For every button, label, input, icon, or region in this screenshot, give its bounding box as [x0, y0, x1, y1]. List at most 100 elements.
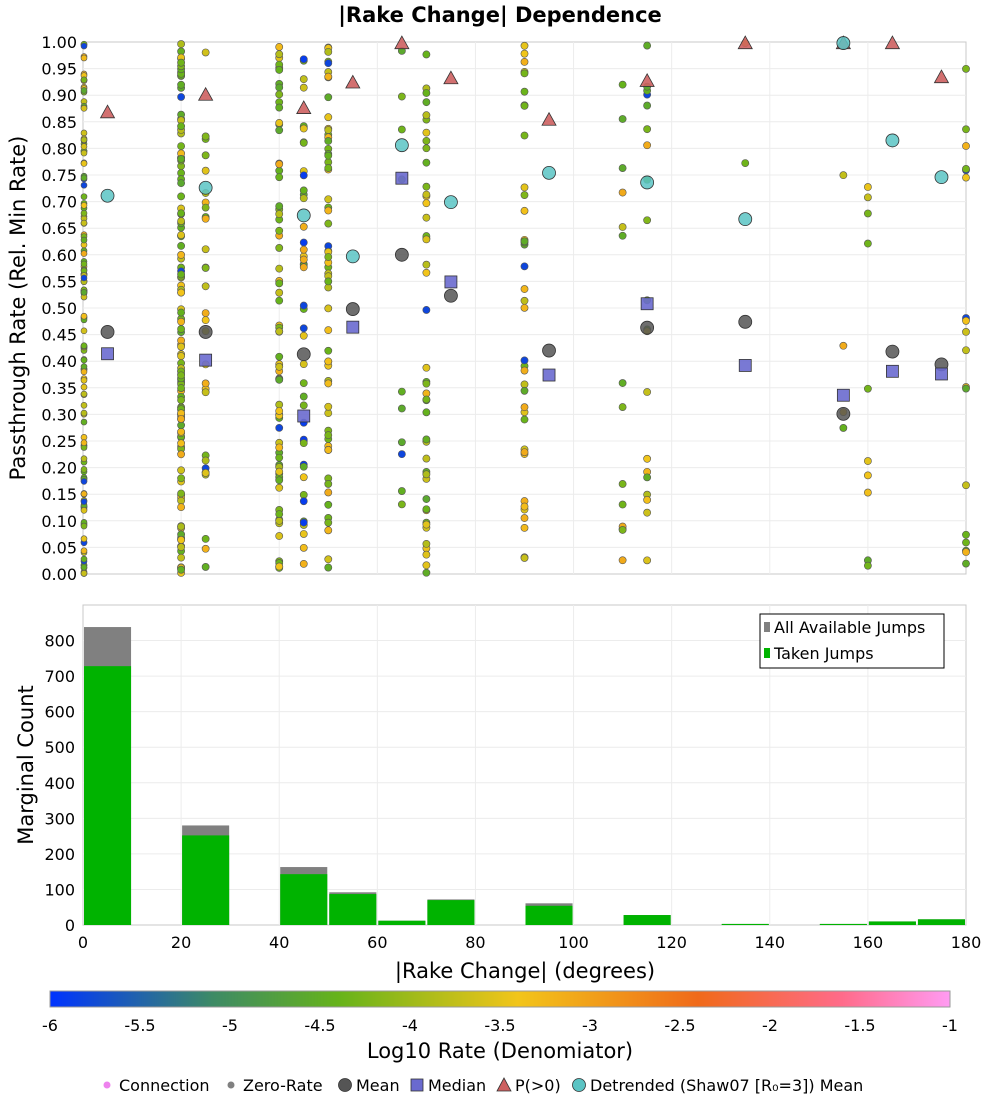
scatter-point: [863, 384, 872, 393]
scatter-point: [422, 363, 431, 372]
marker-p-gt0: [345, 74, 361, 89]
scatter-point: [177, 384, 186, 392]
scatter-point: [397, 487, 406, 495]
scatter-point: [275, 244, 284, 252]
histogram-x-tick-label: 100: [558, 933, 589, 952]
scatter-point: [863, 239, 872, 248]
scatter-point: [324, 480, 333, 488]
histogram-y-ticks: 0 100 200 300 400 500 600 700 800: [44, 632, 75, 935]
colorbar-tick-label: -2: [762, 1016, 778, 1035]
histogram-x-ticks: 0 20 40 60 80 100 120 140 160 180: [78, 933, 981, 952]
marker-median: [738, 359, 752, 372]
marker-mean: [738, 314, 753, 329]
scatter-point: [520, 303, 529, 312]
scatter-point: [80, 563, 88, 571]
scatter-point: [80, 498, 88, 505]
scatter-point: [201, 309, 210, 318]
marker-mean: [885, 344, 900, 359]
scatter-point: [422, 213, 431, 222]
scatter-point: [962, 346, 970, 355]
legend-entry: P(>0): [496, 1076, 561, 1095]
scatter-point: [618, 115, 627, 123]
marker-median: [346, 320, 360, 334]
scatter-point: [324, 357, 333, 366]
legend-label-all-jumps: All Available Jumps: [774, 618, 925, 637]
marker-median: [101, 347, 114, 361]
scatter-point: [275, 103, 284, 112]
scatter-point: [618, 556, 627, 565]
scatter-point: [520, 87, 529, 96]
marker-p-gt0: [443, 70, 459, 85]
scatter-point: [275, 516, 284, 525]
scatter-point: [324, 304, 333, 313]
scatter-point: [422, 379, 431, 388]
scatter-point: [275, 532, 284, 540]
marker-det: [444, 195, 458, 210]
scatter-point: [299, 75, 308, 84]
scatter-point: [275, 173, 284, 182]
legend-label-taken-jumps: Taken Jumps: [773, 644, 874, 663]
scatter-point: [275, 264, 284, 273]
marker-median: [444, 275, 458, 289]
scatter-point: [299, 559, 308, 568]
bar-taken-jumps: [917, 919, 965, 925]
marker-det: [198, 180, 213, 195]
scatter-point: [275, 66, 284, 74]
scatter-point: [324, 151, 333, 160]
scatter-point: [80, 129, 88, 137]
scatter-y-tick-label: 0.85: [41, 113, 77, 132]
scatter-point: [177, 80, 186, 89]
scatter-point: [80, 76, 88, 84]
scatter-point: [201, 264, 210, 272]
scatter-point: [520, 514, 529, 522]
scatter-point: [520, 191, 529, 199]
scatter-y-tick-label: 0.10: [41, 512, 77, 531]
scatter-point: [80, 42, 88, 50]
scatter-point: [324, 137, 333, 145]
scatter-point: [422, 98, 431, 107]
scatter-y-tick-label: 0.00: [41, 565, 77, 584]
colorbar-tick-label: -3: [582, 1016, 598, 1035]
legend-entry: Detrended (Shaw07 [R₀=3]) Mean: [572, 1076, 863, 1095]
marker-median: [199, 353, 213, 367]
scatter-point: [275, 202, 284, 211]
scatter-y-tick-label: 0.90: [41, 86, 77, 105]
scatter-point: [275, 126, 284, 135]
scatter-point: [520, 101, 529, 110]
marker-median: [836, 388, 850, 402]
scatter-point: [324, 488, 333, 497]
scatter-title: |Rake Change| Dependence: [338, 3, 662, 28]
scatter-point: [80, 342, 88, 349]
scatter-point: [177, 466, 186, 475]
scatter-point: [324, 93, 333, 102]
scatter-point: [299, 360, 308, 369]
histogram-y-tick-label: 600: [44, 703, 75, 722]
marker-p-gt0: [296, 100, 312, 114]
scatter-point: [275, 288, 284, 297]
scatter-point: [177, 371, 186, 380]
marker-median: [542, 368, 556, 382]
scatter-point: [643, 101, 652, 110]
bar-taken-jumps: [280, 874, 328, 925]
scatter-point: [177, 325, 186, 333]
scatter-point: [177, 522, 186, 531]
marker-mean: [542, 343, 556, 358]
scatter-point: [422, 89, 431, 97]
scatter-point: [863, 471, 872, 480]
scatter-point: [80, 535, 88, 543]
scatter-point: [80, 478, 88, 485]
scatter-point: [80, 274, 88, 282]
histogram-y-axis-label: Marginal Count: [14, 685, 38, 844]
scatter-y-tick-label: 0.25: [41, 432, 77, 451]
marker-median: [886, 364, 899, 378]
scatter-point: [80, 54, 88, 62]
scatter-point: [177, 209, 186, 218]
scatter-point: [201, 388, 210, 397]
colorbar: [49, 990, 951, 1008]
scatter-point: [177, 155, 186, 163]
scatter-point: [299, 401, 308, 410]
bar-taken-jumps: [525, 905, 573, 925]
scatter-point: [863, 183, 872, 191]
colorbar-tick-label: -4.5: [304, 1016, 335, 1035]
